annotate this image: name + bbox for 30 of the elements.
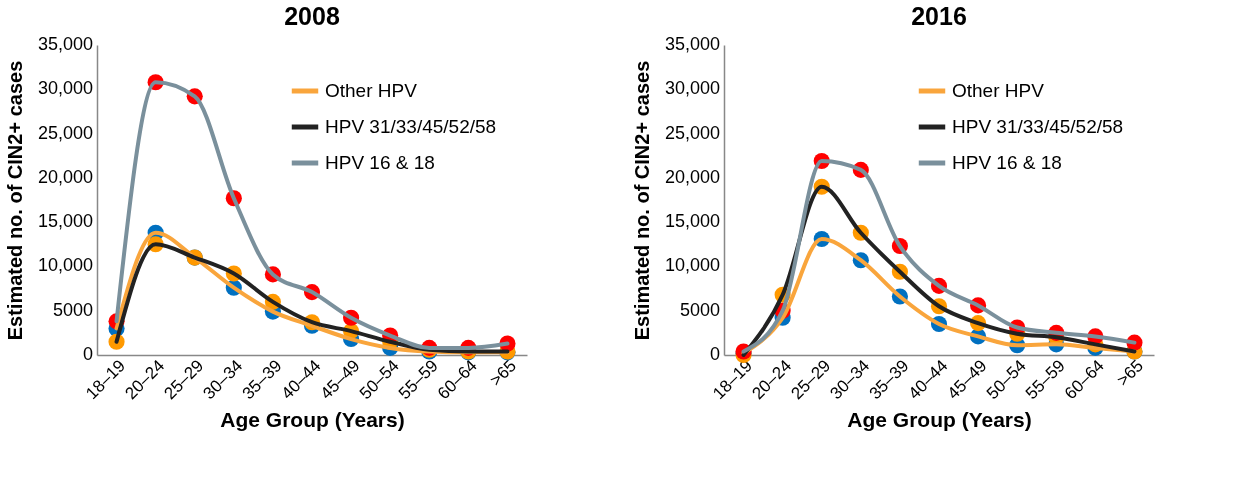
legend-label: HPV 31/33/45/52/58 — [952, 116, 1124, 137]
y-tick-label: 15,000 — [664, 211, 720, 232]
y-tick-label: 5000 — [52, 299, 93, 320]
y-axis-title: Estimated no. of CIN2+ cases — [630, 60, 653, 341]
y-tick-label: 10,000 — [664, 255, 720, 276]
y-tick-label: 35,000 — [37, 34, 93, 54]
x-tick-label: >65 — [486, 356, 520, 390]
x-tick-label: >65 — [1113, 356, 1147, 390]
legend-label: HPV 16 & 18 — [325, 152, 435, 173]
y-tick-label: 20,000 — [664, 166, 720, 187]
y-tick-label: 25,000 — [37, 122, 93, 143]
x-axis-title: Age Group (Years) — [220, 408, 405, 432]
chart-title: 2016 — [911, 2, 967, 30]
y-tick-label: 15,000 — [37, 211, 93, 232]
chart-title: 2008 — [284, 2, 340, 30]
y-tick-label: 35,000 — [664, 34, 720, 54]
y-tick-label: 0 — [82, 344, 93, 364]
legend-label: Other HPV — [325, 80, 418, 101]
x-axis-title: Age Group (Years) — [847, 408, 1032, 432]
y-tick-label: 30,000 — [664, 78, 720, 99]
y-tick-label: 25,000 — [664, 122, 720, 143]
y-tick-label: 20,000 — [37, 166, 93, 187]
y-tick-label: 10,000 — [37, 255, 93, 276]
y-tick-label: 5000 — [679, 299, 720, 320]
legend-label: HPV 16 & 18 — [952, 152, 1062, 173]
legend-label: HPV 31/33/45/52/58 — [325, 116, 497, 137]
legend-label: Other HPV — [952, 80, 1045, 101]
y-tick-label: 30,000 — [37, 78, 93, 99]
y-tick-label: 0 — [709, 344, 720, 364]
y-axis-title: Estimated no. of CIN2+ cases — [3, 60, 26, 341]
